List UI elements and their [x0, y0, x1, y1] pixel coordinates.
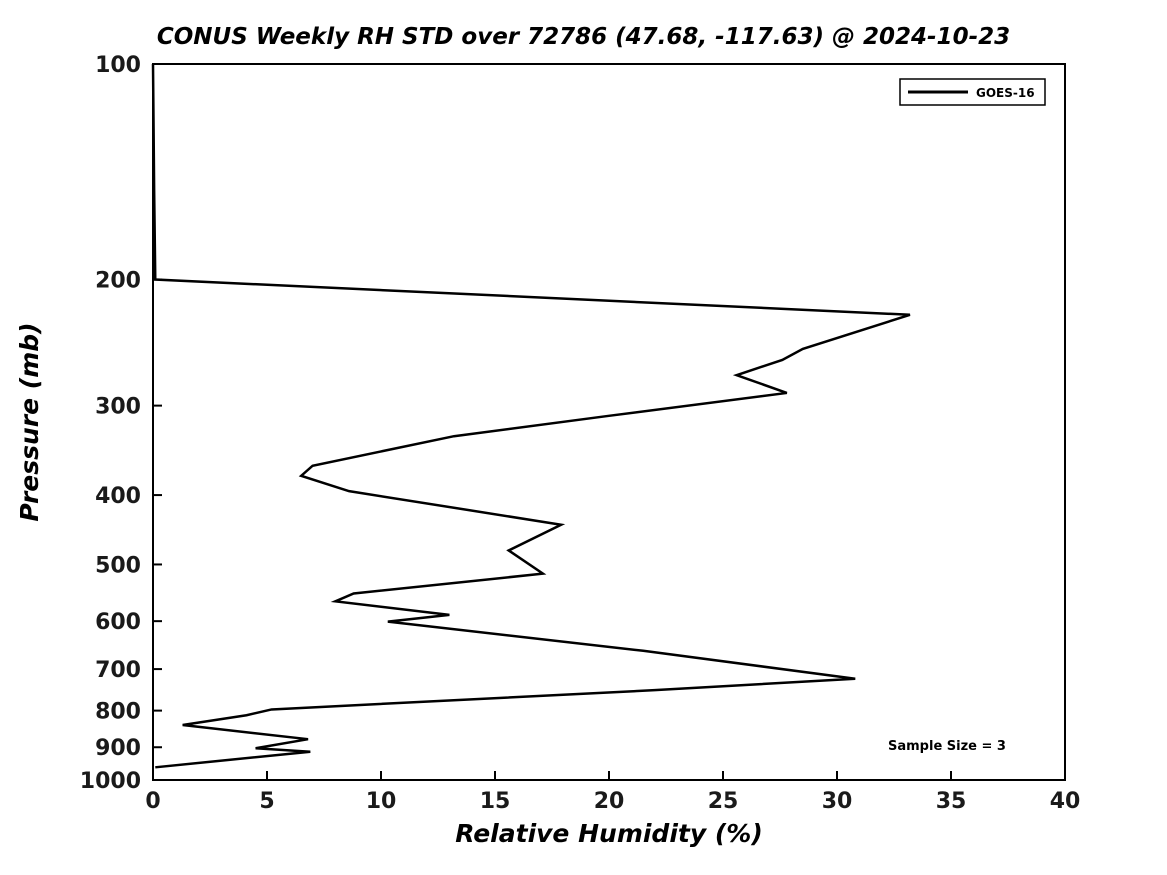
x-axis-ticks	[152, 771, 1066, 780]
y-tick-label: 200	[95, 269, 141, 294]
page-title: CONUS Weekly RH STD over 72786 (47.68, -…	[156, 24, 1011, 50]
x-axis-tick-labels: 0 5 10 15 20 25 30 35 40	[145, 789, 1080, 814]
x-tick-label: 25	[708, 789, 739, 814]
y-tick-label: 1000	[80, 769, 141, 794]
y-axis-tick-labels: 100 200 300 400 500 600 700 800 900 1000	[80, 53, 141, 794]
y-tick-label: 400	[95, 484, 141, 509]
legend-label-goes-16: GOES-16	[976, 86, 1035, 100]
x-tick-label: 15	[480, 789, 511, 814]
x-tick-label: 20	[594, 789, 625, 814]
x-tick-label: 10	[366, 789, 397, 814]
x-tick-label: 35	[936, 789, 967, 814]
axes-frame	[152, 63, 1066, 781]
sample-size-annotation: Sample Size = 3	[888, 739, 1006, 754]
y-tick-label: 300	[95, 395, 141, 420]
x-tick-label: 30	[822, 789, 853, 814]
x-tick-label: 5	[259, 789, 274, 814]
y-tick-label: 900	[95, 736, 141, 761]
y-tick-label: 800	[95, 700, 141, 725]
y-tick-label: 600	[95, 610, 141, 635]
y-tick-label: 100	[95, 53, 141, 78]
x-tick-label: 40	[1050, 789, 1081, 814]
legend[interactable]: GOES-16	[899, 78, 1046, 106]
y-tick-label: 700	[95, 658, 141, 683]
y-axis-label: Pressure (mb)	[15, 322, 44, 521]
plot-border	[152, 63, 1066, 781]
x-axis-label: Relative Humidity (%)	[455, 819, 763, 848]
y-tick-label: 500	[95, 553, 141, 578]
x-tick-label: 0	[145, 789, 160, 814]
data-series-group	[151, 63, 911, 769]
data-line-goes-16	[151, 63, 911, 769]
